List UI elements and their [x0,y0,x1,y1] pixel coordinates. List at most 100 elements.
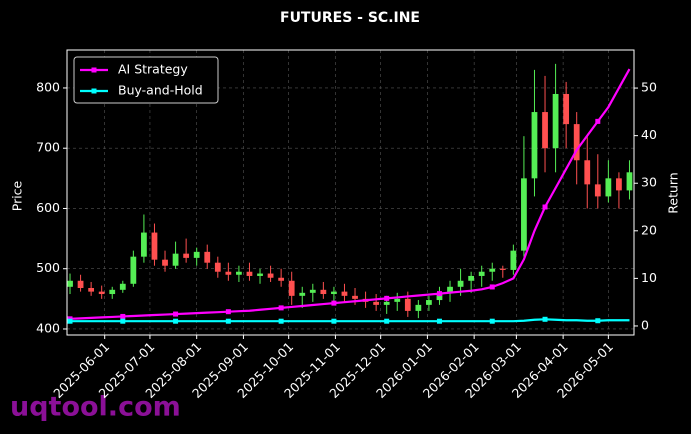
candle-body [288,280,295,296]
candle-body [626,172,633,191]
candle-body [225,271,232,275]
series-marker [384,318,390,324]
candle-body [214,262,221,272]
candle-body [531,112,538,179]
candle-body [299,292,306,296]
legend-box [73,56,219,104]
series-marker [225,309,231,315]
candle-body [172,253,179,266]
y2-tick-label: 30 [641,175,657,190]
candle-body [309,289,316,293]
y2-tick-label: 0 [641,317,649,332]
candle-body [373,301,380,305]
candle-body [352,295,358,299]
series-marker [595,118,601,124]
candle-body [77,280,84,289]
y-tick-label: 800 [36,79,60,94]
candle-body [162,259,168,266]
legend-label: AI Strategy [118,62,188,77]
series-marker [436,291,442,297]
candle-body [320,289,327,295]
candle-body [141,232,147,257]
candle-body [605,178,612,197]
candle-body [499,268,506,270]
candle-body [563,93,570,125]
y2-axis-label: Return [666,172,681,213]
candle-body [394,298,401,302]
y-axis-label: Price [10,180,25,211]
candle-body [119,283,126,290]
candle-body [594,184,601,197]
candle-body [246,271,253,276]
legend-marker [91,88,97,94]
candle-body [383,301,390,305]
candle-body [331,291,337,295]
candle-body [436,292,443,301]
candle-body [204,251,211,263]
y-tick-label: 700 [36,140,60,155]
series-marker [331,300,337,306]
candle-body [151,232,158,260]
candle-body [616,178,622,191]
y2-tick-label: 50 [641,80,657,95]
y2-tick-label: 10 [641,270,657,285]
plot-frame [66,49,635,336]
series-marker [489,318,495,324]
series-marker [67,318,73,324]
candle-body [584,160,591,185]
candle-body [489,268,496,272]
candle-body [457,280,464,287]
chart-title: FUTURES - SC.INE [280,10,420,26]
candle-body [130,256,137,284]
candle-body [478,271,485,276]
candle-body [267,273,274,278]
candle-body [183,253,190,258]
series-marker [542,316,548,322]
series-marker [542,204,548,210]
series-marker [331,318,337,324]
y-tick-label: 600 [36,200,60,215]
candle-body [510,250,517,270]
series-marker [595,318,601,324]
candle-body [521,178,527,251]
candle-body [278,277,285,281]
series-marker [173,318,179,324]
series-line [70,318,630,323]
y2-tick-label: 20 [641,222,657,237]
y-tick-label: 500 [36,260,60,275]
candle-body [341,291,348,296]
candle-body [552,93,559,149]
candle-body [67,280,73,287]
series-marker [278,305,284,311]
series-marker [120,318,126,324]
candle-body [88,288,95,292]
series-marker [436,318,442,324]
candle-body [98,291,105,295]
candle-body [426,300,432,305]
y2-tick-label: 40 [641,127,657,142]
candle-body [236,271,242,275]
candle-body [109,289,116,295]
candle-body [257,273,263,276]
watermark: uqtool.com [10,392,181,423]
candle-body [447,286,453,293]
series-line [69,68,631,320]
legend: AI Strategy Buy-and-Hold [73,56,219,104]
candle-body [415,304,422,311]
series-marker [278,318,284,324]
series-marker [225,318,231,324]
series-marker [384,295,390,301]
plot-area [67,50,634,335]
series-marker [489,284,495,290]
y-tick-label: 400 [36,320,60,335]
series-marker [120,313,126,319]
series-marker [173,311,179,317]
candle-body [468,275,475,281]
candle-body [573,124,580,161]
candle-body [542,112,548,149]
candle-body [193,251,200,258]
candle-body [404,298,411,311]
legend-marker [91,67,97,73]
legend-label: Buy-and-Hold [118,83,203,98]
